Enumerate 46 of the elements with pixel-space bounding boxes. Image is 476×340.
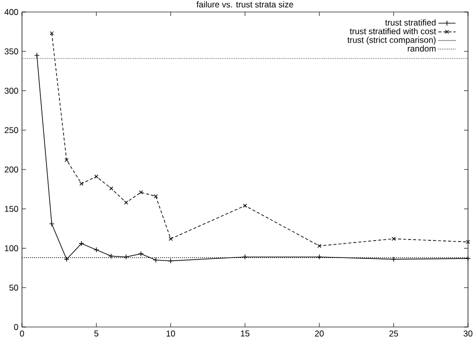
point — [138, 190, 143, 194]
x-tick-label: 10 — [166, 330, 176, 337]
point — [466, 240, 470, 244]
x-tick-label: 20 — [315, 330, 324, 337]
y-tick-label: 100 — [4, 245, 18, 252]
x-tick-label: 0 — [20, 330, 24, 337]
point — [109, 186, 114, 190]
point — [242, 254, 248, 260]
legend-label: trust (strict comparison) — [347, 36, 436, 45]
point — [168, 236, 173, 241]
x-tick-label: 5 — [94, 330, 98, 336]
x-tick-label: 25 — [389, 330, 398, 337]
y-tick-label: 400 — [4, 8, 18, 16]
y-tick-label: 50 — [9, 284, 18, 291]
point — [242, 204, 248, 208]
y-tick-label: 350 — [4, 48, 18, 54]
legend-label: trust stratified — [385, 19, 436, 26]
point — [168, 258, 174, 264]
point — [79, 182, 84, 186]
y-tick-label: 300 — [4, 88, 18, 94]
point — [153, 257, 159, 263]
point — [138, 251, 144, 257]
point — [48, 221, 54, 227]
y-tick-label: 250 — [4, 127, 18, 134]
point — [154, 194, 158, 198]
legend-label: trust stratified with cost — [350, 28, 436, 34]
x-tick-label: 15 — [240, 330, 250, 336]
point — [94, 174, 98, 179]
point — [124, 200, 128, 205]
point — [317, 244, 322, 248]
legend-label: random — [408, 45, 436, 52]
x-tick-label: 30 — [464, 330, 472, 337]
point — [123, 254, 129, 260]
point — [64, 158, 69, 162]
point — [64, 256, 70, 262]
point — [108, 253, 114, 259]
point — [392, 236, 396, 241]
point — [390, 256, 396, 262]
point — [50, 31, 54, 36]
y-tick-label: 0 — [14, 324, 18, 330]
point — [78, 240, 84, 246]
point — [316, 254, 322, 260]
point — [94, 247, 100, 253]
chart-title: failure vs. trust strata size — [196, 1, 294, 8]
y-tick-label: 150 — [4, 206, 18, 212]
y-tick-label: 200 — [4, 166, 18, 173]
